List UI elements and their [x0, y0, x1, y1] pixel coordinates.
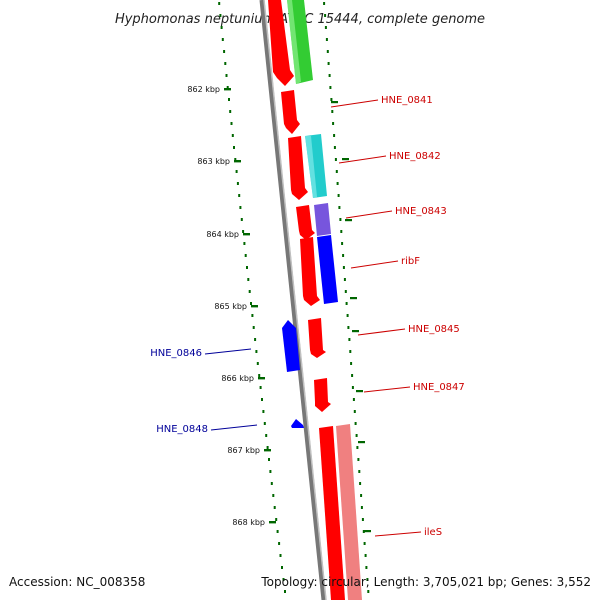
tick-label: 867 kbp — [227, 446, 260, 455]
gene-labels: HNE_0841 HNE_0842 HNE_0843 ribF HNE_0845 HNE_… — [150, 95, 465, 538]
tick-label: 865 kbp — [214, 302, 247, 311]
gene-label: HNE_0846 — [150, 348, 202, 359]
tick-marks: 862 kbp 863 kbp 864 kbp 865 kbp 866 kbp 867 k… — [187, 85, 371, 533]
tick-label: 862 kbp — [187, 85, 220, 94]
tick-mark — [258, 377, 265, 380]
gene-label: HNE_0842 — [389, 151, 441, 162]
tick-mark — [224, 88, 231, 91]
cds-arrow — [296, 203, 331, 240]
tick-mark — [243, 233, 250, 236]
label-leader-line — [363, 386, 411, 393]
label-leader-line — [330, 99, 379, 108]
cds-arrow — [268, 0, 294, 86]
gene-label: HNE_0843 — [395, 206, 447, 217]
tick-mark — [264, 449, 271, 452]
label-leader-line — [338, 155, 387, 164]
tick-label: 863 kbp — [197, 157, 230, 166]
tick-ring — [218, 2, 370, 593]
label-leader-line — [374, 531, 422, 537]
gene-label: HNE_0848 — [156, 424, 208, 435]
tick-label: 868 kbp — [232, 518, 265, 527]
topology-label: Topology: circular; Length: 3,705,021 bp… — [260, 575, 591, 589]
cds-arrow — [282, 320, 300, 372]
tick-label: 866 kbp — [221, 374, 254, 383]
tick-mark — [269, 521, 276, 524]
genome-backbone — [259, 0, 327, 600]
cds-arrow — [288, 134, 327, 200]
gene-label: ribF — [401, 256, 420, 267]
tick-mark — [251, 305, 258, 308]
tick-label: 864 kbp — [206, 230, 239, 239]
cds-arrow — [300, 235, 338, 306]
gene-label: HNE_0847 — [413, 382, 465, 393]
label-leader-line — [357, 328, 406, 336]
label-leader-line — [210, 424, 258, 431]
label-leader-line — [350, 260, 399, 269]
tick-mark — [234, 160, 241, 163]
cds-arrow — [319, 424, 362, 600]
cds-arrow — [281, 90, 300, 134]
label-leader-line — [345, 210, 393, 219]
label-leader-line — [204, 348, 252, 355]
accession-label: Accession: NC_008358 — [9, 575, 145, 589]
gene-label: HNE_0841 — [381, 95, 433, 106]
gene-label: HNE_0845 — [408, 324, 460, 335]
green-feature — [287, 0, 313, 84]
cds-arrow — [314, 378, 331, 412]
cds-arrow — [308, 318, 326, 358]
feature-track — [268, 0, 362, 600]
gene-label: ileS — [424, 527, 442, 538]
cds-arrow — [291, 419, 304, 428]
